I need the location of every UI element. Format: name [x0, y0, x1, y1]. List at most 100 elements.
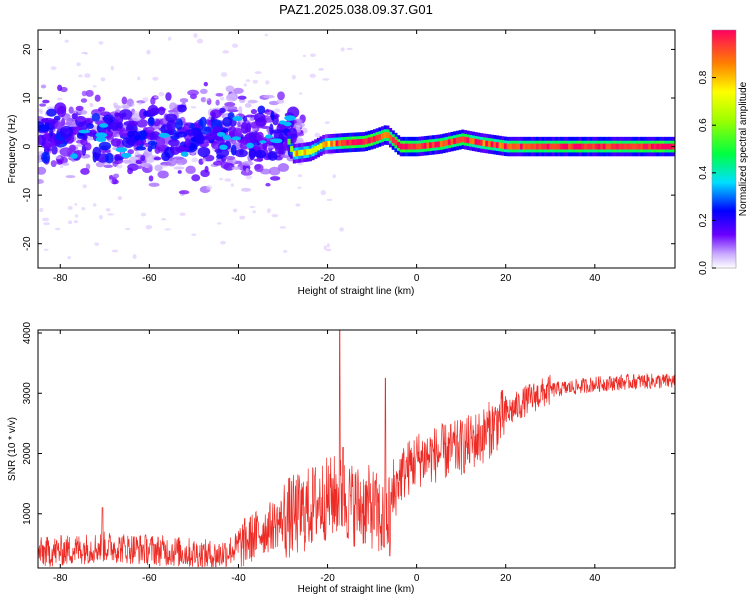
- noise-blob: [219, 96, 225, 101]
- noise-blob: [278, 146, 286, 155]
- ridge-cell: [645, 143, 649, 150]
- noise-blob: [267, 151, 278, 161]
- spectrogram-frame: [37, 29, 676, 269]
- ridge-cell: [554, 143, 558, 150]
- noise-blob: [187, 89, 199, 96]
- noise-blob: [267, 145, 274, 149]
- ridge-cell: [391, 137, 395, 144]
- noise-blob: [195, 131, 204, 144]
- noise-blob: [165, 113, 178, 123]
- spectrogram-panel: -80 -60 -40 -20 0 20 40 -20 -10 0 10 20 Height of s…: [7, 29, 676, 297]
- colorbar-tick-label: 0.6: [698, 118, 709, 132]
- ridge-cell: [437, 141, 441, 148]
- ridge-cell: [600, 143, 604, 150]
- ridge-cell: [410, 143, 414, 150]
- noise-blob: [161, 151, 171, 162]
- noise-blob: [215, 93, 224, 97]
- noise-blob: [99, 123, 109, 128]
- noise-blob: [240, 187, 252, 192]
- noise-blob: [232, 116, 243, 122]
- noise-blob: [160, 164, 168, 168]
- noise-blob: [54, 102, 67, 115]
- ridge-cell: [359, 138, 363, 145]
- noise-blob: [148, 175, 154, 182]
- x-tick-label: 0: [414, 273, 420, 284]
- noise-blob: [242, 115, 248, 122]
- ridge-cell: [461, 136, 465, 143]
- noise-blob: [164, 228, 172, 231]
- ridge-cell: [573, 143, 577, 150]
- ridge-cell: [509, 143, 513, 150]
- noise-blob: [332, 174, 336, 179]
- ridge-cell: [493, 141, 497, 148]
- ridge-cell: [666, 143, 671, 150]
- noise-blob: [179, 98, 189, 103]
- ridge-cell: [311, 147, 315, 154]
- noise-blob: [128, 120, 138, 127]
- noise-blob: [175, 146, 190, 152]
- ridge-cell: [458, 136, 462, 143]
- ridge-cell: [650, 143, 655, 150]
- noise-blob: [46, 106, 57, 110]
- noise-blob: [152, 76, 159, 81]
- ridge-cell: [474, 138, 478, 145]
- noise-blob: [74, 203, 78, 206]
- ridge-cell: [306, 149, 310, 155]
- x-tick-label: 40: [589, 573, 601, 584]
- noise-blob: [171, 103, 178, 108]
- noise-blob: [243, 83, 247, 87]
- chart-title: PAZ1.2025.038.09.37.G01: [279, 2, 433, 17]
- noise-blob: [144, 126, 155, 132]
- x-tick-label: -40: [231, 573, 246, 584]
- noise-blob: [158, 132, 170, 138]
- noise-blob: [326, 248, 332, 252]
- noise-blob: [124, 227, 131, 230]
- ridge-cell: [418, 143, 422, 150]
- noise-blob: [239, 141, 249, 150]
- noise-blob: [127, 130, 135, 138]
- ridge-cell: [501, 143, 505, 149]
- noise-blob: [346, 47, 353, 51]
- noise-blob: [95, 132, 108, 138]
- noise-blob: [168, 138, 180, 147]
- noise-blob: [157, 170, 169, 179]
- noise-blob: [289, 119, 295, 128]
- noise-blob: [165, 92, 172, 101]
- noise-blob: [246, 142, 254, 149]
- ridge-cell: [330, 140, 334, 147]
- noise-blob: [73, 220, 79, 224]
- ridge-cell: [581, 143, 585, 150]
- noise-blob: [234, 160, 242, 165]
- ridge-cell: [447, 139, 451, 146]
- colorbar-label: Normalized spectral amplitude: [738, 81, 749, 216]
- snr-series-line: [38, 330, 675, 568]
- noise-blob: [110, 121, 119, 132]
- ridge-cell: [549, 143, 553, 150]
- ridge-cell: [303, 149, 307, 156]
- noise-blob: [232, 159, 237, 163]
- noise-blob: [206, 185, 213, 191]
- noise-blob: [155, 135, 166, 148]
- noise-blob: [322, 78, 330, 81]
- noise-blob: [104, 149, 111, 153]
- x-tick-label: -20: [320, 573, 335, 584]
- noise-blob: [276, 99, 285, 104]
- ridge-cell: [552, 143, 556, 150]
- ridge-cell: [316, 144, 320, 151]
- noise-blob: [64, 39, 69, 43]
- noise-blob: [254, 71, 262, 75]
- noise-blob: [175, 131, 188, 138]
- ridge-cell: [421, 143, 425, 149]
- noise-blob: [277, 91, 285, 101]
- noise-blob: [254, 149, 267, 159]
- noise-blob: [62, 162, 70, 166]
- colorbar-tick-label: 0.4: [698, 165, 709, 179]
- noise-blob: [113, 173, 120, 179]
- colorbar-tick-label: 0.8: [698, 70, 709, 84]
- x-tick-label: 20: [500, 573, 512, 584]
- noise-blob: [264, 33, 268, 37]
- ridge-cell: [375, 135, 379, 141]
- noise-blob: [324, 121, 330, 125]
- noise-blob: [178, 190, 190, 195]
- noise-blob: [265, 80, 270, 85]
